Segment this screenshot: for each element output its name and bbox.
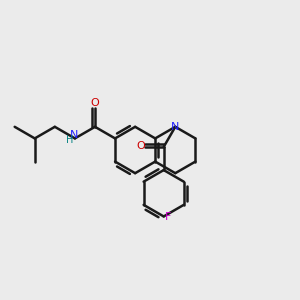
Text: O: O: [91, 98, 99, 108]
Text: H: H: [66, 135, 73, 145]
Text: F: F: [165, 212, 172, 222]
Text: O: O: [137, 141, 146, 151]
Text: N: N: [171, 122, 179, 132]
Text: N: N: [70, 130, 78, 140]
